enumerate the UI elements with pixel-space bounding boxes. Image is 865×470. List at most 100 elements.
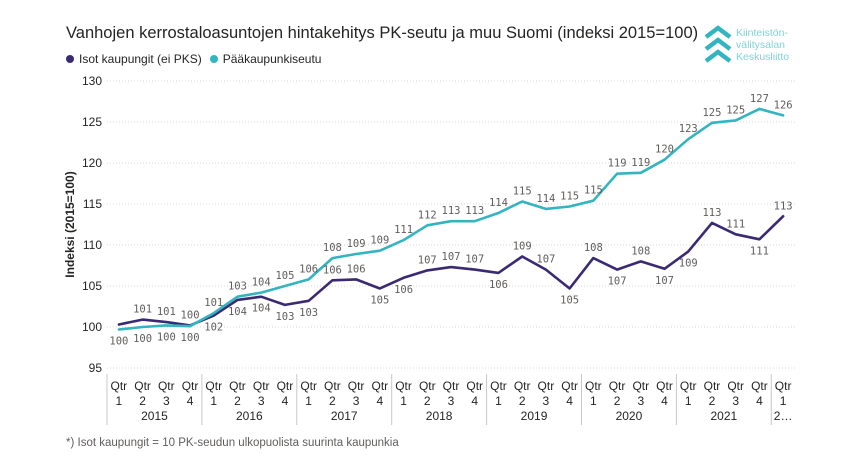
y-axis-title: Indeksi (2015=100) xyxy=(63,171,77,277)
data-label: 105 xyxy=(370,294,389,306)
logo-line-1: Kiinteistön- xyxy=(736,27,788,39)
x-tick-label: Qtr xyxy=(111,379,128,393)
data-label: 100 xyxy=(157,331,176,343)
x-tick-label: Qtr xyxy=(609,379,626,393)
data-label: 113 xyxy=(702,207,721,219)
x-tick-label: Qtr xyxy=(775,379,792,393)
data-label: 103 xyxy=(299,307,318,319)
x-tick-label: Qtr xyxy=(229,379,246,393)
data-label: 111 xyxy=(394,224,413,236)
data-label: 107 xyxy=(655,275,674,287)
data-label: 106 xyxy=(394,284,413,296)
x-tick-label: 2 xyxy=(139,394,146,408)
x-tick-label: Qtr xyxy=(277,379,294,393)
x-tick-label: 3 xyxy=(637,394,644,408)
y-tick-label: 125 xyxy=(82,115,102,129)
data-label: 107 xyxy=(465,254,484,266)
y-tick-label: 105 xyxy=(82,279,102,293)
data-label: 114 xyxy=(536,193,555,205)
footnote: *) Isot kaupungit = 10 PK-seudun ulkopuo… xyxy=(66,437,399,449)
x-tick-label: 2 xyxy=(519,394,526,408)
x-tick-label: 3 xyxy=(448,394,455,408)
x-tick-label: Qtr xyxy=(419,379,436,393)
x-tick-label: 3 xyxy=(543,394,550,408)
data-label: 115 xyxy=(584,185,603,197)
x-tick-label: 2 xyxy=(234,394,241,408)
data-label: 100 xyxy=(109,335,128,347)
logo-line-2: välitysalan xyxy=(736,39,786,51)
data-label: 106 xyxy=(299,263,318,275)
x-tick-label: 1 xyxy=(780,394,787,408)
data-label: 125 xyxy=(702,107,721,119)
x-tick-label: Qtr xyxy=(727,379,744,393)
data-label: 100 xyxy=(181,332,200,344)
data-label: 120 xyxy=(655,144,674,156)
legend: Isot kaupungit (ei PKS) Pääkaupunkiseutu xyxy=(66,52,329,66)
x-tick-label: Qtr xyxy=(466,379,483,393)
x-tick-label: 1 xyxy=(210,394,217,408)
data-label: 115 xyxy=(560,190,579,202)
data-label: 104 xyxy=(252,303,271,315)
kvkl-logo-icon xyxy=(704,25,732,63)
x-tick-label: 4 xyxy=(566,394,573,408)
data-label: 109 xyxy=(513,240,532,252)
data-label: 106 xyxy=(347,263,366,275)
x-tick-label: 3 xyxy=(353,394,360,408)
data-label: 119 xyxy=(608,158,627,170)
x-tick-label: Qtr xyxy=(324,379,341,393)
x-tick-label: Qtr xyxy=(134,379,151,393)
x-tick-label: Qtr xyxy=(561,379,578,393)
data-label: 107 xyxy=(418,254,437,266)
x-tick-label: 2 xyxy=(614,394,621,408)
logo-line-3: Keskusliitto xyxy=(736,51,790,63)
legend-marker-paakaupunkiseutu xyxy=(209,55,218,63)
series-line-paakaupunkiseutu xyxy=(117,107,785,331)
data-label: 105 xyxy=(275,270,294,282)
data-label: 111 xyxy=(750,245,769,257)
legend-label-isot-kaupungit: Isot kaupungit (ei PKS) xyxy=(79,52,202,66)
y-tick-label: 110 xyxy=(83,238,102,252)
data-label: 108 xyxy=(323,242,342,254)
data-label: 102 xyxy=(204,322,223,334)
data-label: 107 xyxy=(442,251,461,263)
chart-title: Vanhojen kerrostaloasuntojen hintakehity… xyxy=(66,24,699,42)
x-tick-label: Qtr xyxy=(585,379,602,393)
data-label: 109 xyxy=(347,238,366,250)
x-tick-label: Qtr xyxy=(490,379,507,393)
data-label: 115 xyxy=(513,186,532,198)
data-label: 106 xyxy=(489,279,508,291)
data-label: 104 xyxy=(252,277,271,289)
data-label: 109 xyxy=(370,235,389,247)
data-label: 101 xyxy=(204,297,223,309)
data-label: 119 xyxy=(631,157,650,169)
x-tick-label: Qtr xyxy=(538,379,555,393)
legend-item-isot-kaupungit[interactable]: Isot kaupungit (ei PKS) xyxy=(66,52,202,66)
x-tick-label: Qtr xyxy=(371,379,388,393)
x-tick-label: 3 xyxy=(258,394,265,408)
x-tick-label: 1 xyxy=(116,394,123,408)
y-tick-label: 130 xyxy=(82,74,102,88)
x-tick-label: 1 xyxy=(400,394,407,408)
data-label: 100 xyxy=(133,333,152,345)
legend-item-paakaupunkiseutu[interactable]: Pääkaupunkiseutu xyxy=(209,52,322,66)
x-tick-label: 1 xyxy=(495,394,502,408)
year-label: 2016 xyxy=(236,409,263,423)
x-tick-label: 1 xyxy=(590,394,597,408)
logo-text: Kiinteistön- välitysalan Keskusliitto xyxy=(736,27,789,63)
x-tick-label: Qtr xyxy=(443,379,460,393)
x-tick-label: 4 xyxy=(471,394,478,408)
year-label: 2020 xyxy=(616,409,643,423)
data-label: 103 xyxy=(275,311,294,323)
data-label: 123 xyxy=(679,123,698,135)
x-tick-label: Qtr xyxy=(205,379,222,393)
x-tick-label: 1 xyxy=(305,394,312,408)
x-tick-label: Qtr xyxy=(514,379,531,393)
x-tick-label: 3 xyxy=(732,394,739,408)
y-tick-label: 115 xyxy=(83,197,102,211)
y-tick-label: 100 xyxy=(82,320,102,334)
legend-label-paakaupunkiseutu: Pääkaupunkiseutu xyxy=(222,52,322,66)
data-label: 107 xyxy=(536,254,555,266)
x-tick-label: 4 xyxy=(376,394,383,408)
data-label: 113 xyxy=(442,205,461,217)
